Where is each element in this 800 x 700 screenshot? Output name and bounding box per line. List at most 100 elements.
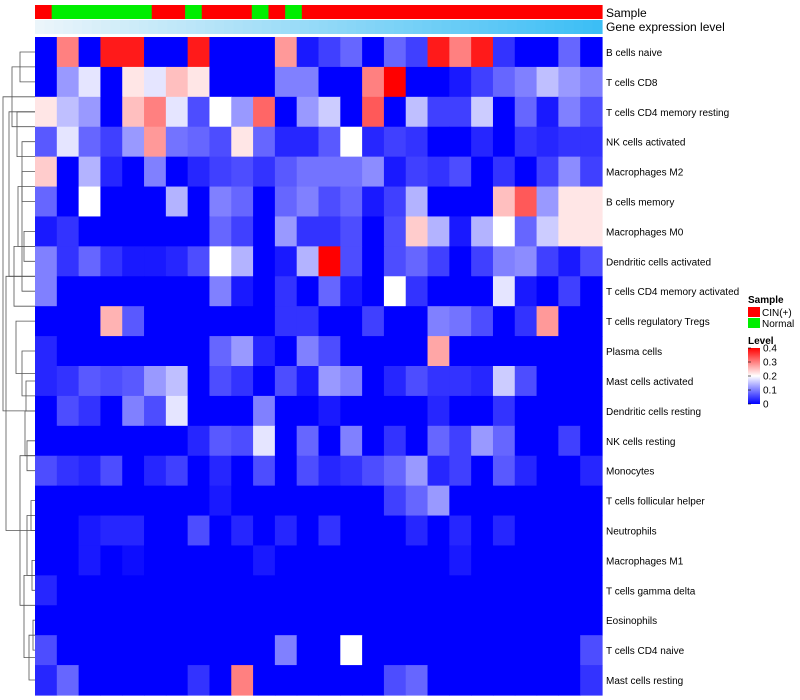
heatmap-cell bbox=[144, 366, 167, 397]
heatmap-cell bbox=[187, 455, 211, 487]
heatmap-cell bbox=[492, 126, 516, 158]
heatmap-cell bbox=[492, 575, 516, 606]
heatmap-cell bbox=[231, 37, 254, 68]
expression-track-cell bbox=[327, 20, 338, 34]
heatmap-cell bbox=[231, 306, 254, 337]
heatmap-cell bbox=[187, 336, 211, 367]
heatmap-cell bbox=[231, 156, 254, 188]
heatmap-cell bbox=[165, 276, 189, 307]
heatmap-cell bbox=[536, 246, 559, 277]
heatmap-cell bbox=[274, 395, 298, 427]
expression-track-cell bbox=[261, 20, 272, 34]
heatmap-cell bbox=[492, 455, 516, 487]
heatmap-cell bbox=[383, 37, 407, 68]
heatmap-cell bbox=[340, 455, 363, 487]
heatmap-cell bbox=[35, 545, 58, 576]
heatmap-cell bbox=[558, 455, 581, 487]
heatmap-cell bbox=[405, 485, 429, 517]
heatmap-cell bbox=[536, 37, 559, 68]
heatmap-cell bbox=[449, 575, 472, 606]
heatmap-cell bbox=[405, 216, 429, 247]
heatmap-cell bbox=[274, 96, 298, 128]
heatmap-cell bbox=[318, 395, 341, 427]
heatmap-cell bbox=[56, 545, 80, 576]
heatmap-cell bbox=[427, 635, 450, 666]
heatmap-cell bbox=[471, 515, 494, 547]
heatmap-cell bbox=[165, 156, 189, 188]
heatmap-cell bbox=[536, 545, 559, 576]
heatmap-cell bbox=[56, 635, 80, 666]
heatmap-cell bbox=[78, 575, 102, 606]
row-label: Monocytes bbox=[606, 467, 654, 478]
heatmap-cell bbox=[471, 455, 494, 487]
heatmap-cell bbox=[209, 216, 232, 247]
heatmap-cell bbox=[318, 635, 341, 666]
heatmap-cell bbox=[558, 665, 581, 696]
heatmap-cell bbox=[405, 635, 429, 666]
heatmap-cell bbox=[362, 635, 385, 666]
heatmap-cell bbox=[187, 306, 211, 337]
expression-track-cell bbox=[413, 20, 424, 34]
heatmap-cell bbox=[187, 545, 211, 576]
heatmap-cell bbox=[100, 485, 123, 517]
heatmap-cell bbox=[209, 575, 232, 606]
heatmap-cell bbox=[100, 96, 123, 128]
level-tick-label: 0.2 bbox=[763, 372, 777, 383]
heatmap-cell bbox=[296, 37, 320, 68]
heatmap-cell bbox=[209, 545, 232, 576]
heatmap-cell bbox=[558, 126, 581, 158]
sample-legend-swatch bbox=[748, 307, 760, 317]
heatmap-cell bbox=[78, 336, 102, 367]
heatmap-cell bbox=[558, 186, 581, 218]
heatmap-cell bbox=[253, 126, 276, 158]
expression-track-cell bbox=[375, 20, 386, 34]
heatmap-cell bbox=[209, 455, 232, 487]
sample-track-cell bbox=[485, 5, 503, 19]
heatmap-cell bbox=[187, 425, 211, 457]
heatmap-cell bbox=[362, 336, 385, 367]
heatmap-cell bbox=[362, 37, 385, 68]
sample-track-cell bbox=[68, 5, 86, 19]
heatmap-cell bbox=[580, 635, 603, 666]
heatmap-cell bbox=[340, 126, 363, 158]
heatmap-cell bbox=[122, 96, 145, 128]
heatmap-cell bbox=[558, 216, 581, 247]
heatmap-cell bbox=[165, 336, 189, 367]
heatmap-cell bbox=[405, 366, 429, 397]
expression-track-cell bbox=[422, 20, 433, 34]
heatmap-cell bbox=[362, 216, 385, 247]
heatmap-cell bbox=[318, 366, 341, 397]
heatmap-cell bbox=[427, 425, 450, 457]
heatmap-cell bbox=[187, 515, 211, 547]
expression-track-cell bbox=[507, 20, 518, 34]
expression-track-cell bbox=[120, 20, 131, 34]
heatmap-cell bbox=[318, 246, 341, 277]
heatmap-cell bbox=[296, 126, 320, 158]
heatmap-cell bbox=[35, 37, 58, 68]
heatmap-cell bbox=[471, 605, 494, 636]
sample-track-cell bbox=[101, 5, 119, 19]
heatmap-cell bbox=[56, 306, 80, 337]
heatmap-cell bbox=[383, 276, 407, 307]
heatmap-cell bbox=[122, 37, 145, 68]
heatmap-cell bbox=[274, 156, 298, 188]
heatmap-cell bbox=[144, 485, 167, 517]
heatmap-cell bbox=[296, 216, 320, 247]
heatmap-cell bbox=[56, 485, 80, 517]
heatmap-cell bbox=[514, 395, 538, 427]
heatmap-cell bbox=[514, 425, 538, 457]
sample-track-cell bbox=[285, 5, 303, 19]
heatmap-cell bbox=[471, 156, 494, 188]
heatmap-cell bbox=[580, 246, 603, 277]
dendrogram-branch bbox=[23, 575, 35, 658]
heatmap-cell bbox=[471, 665, 494, 696]
heatmap-cell bbox=[253, 665, 276, 696]
heatmap-cell bbox=[35, 665, 58, 696]
heatmap-cell bbox=[362, 455, 385, 487]
expression-track-cell bbox=[91, 20, 102, 34]
heatmap-cell bbox=[383, 306, 407, 337]
heatmap-cell bbox=[56, 126, 80, 158]
heatmap-cell bbox=[580, 126, 603, 158]
heatmap-cell bbox=[340, 665, 363, 696]
heatmap-cell bbox=[383, 575, 407, 606]
